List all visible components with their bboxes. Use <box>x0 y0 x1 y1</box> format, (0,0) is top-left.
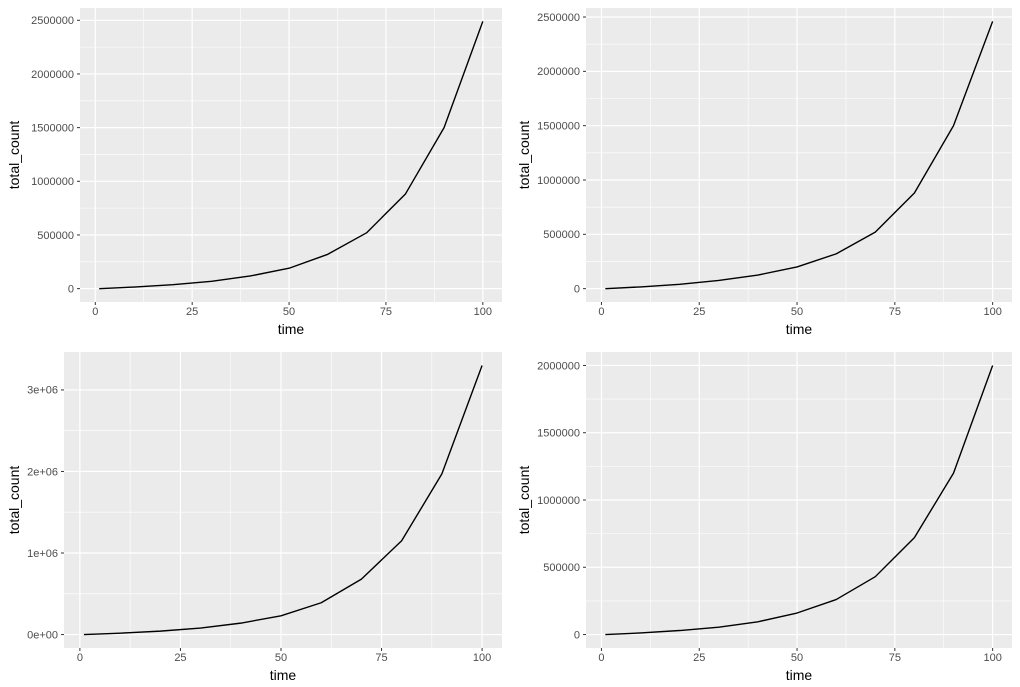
y-tick-label: 500000 <box>543 562 580 574</box>
y-tick-label: 2500000 <box>31 15 74 27</box>
x-axis-title: time <box>270 667 297 683</box>
y-tick-label: 0 <box>574 283 580 295</box>
x-tick-label: 0 <box>77 652 83 664</box>
y-tick-label: 1500000 <box>31 122 74 134</box>
x-tick-label: 0 <box>92 306 98 318</box>
y-tick-label: 1000000 <box>537 175 580 187</box>
x-tick-label: 75 <box>889 652 901 664</box>
y-axis-title: total_count <box>6 466 22 535</box>
x-tick-label: 75 <box>375 652 387 664</box>
y-tick-label: 2000000 <box>537 66 580 78</box>
plot-background <box>64 352 502 648</box>
x-axis-title: time <box>786 667 813 683</box>
x-axis-title: time <box>278 321 305 337</box>
y-axis-title: total_count <box>6 121 22 190</box>
y-tick-label: 500000 <box>37 230 74 242</box>
chart-panel-2: 0 25 50 75 100 0 500000 1000000 1500000 2000000 25… <box>516 8 1012 337</box>
series-line <box>605 21 994 290</box>
plot-background <box>586 8 1012 302</box>
y-tick-label: 1500000 <box>537 428 580 440</box>
x-tick-label: 100 <box>983 306 1001 318</box>
x-tick-label: 75 <box>380 306 392 318</box>
y-tick-label: 0 <box>68 283 74 295</box>
y-tick-label: 1500000 <box>537 120 580 132</box>
series-line <box>99 21 484 290</box>
x-tick-label: 75 <box>889 306 901 318</box>
y-tick-label: 2000000 <box>537 360 580 372</box>
x-tick-label: 50 <box>791 306 803 318</box>
x-tick-label: 25 <box>693 306 705 318</box>
chart-panel-4: 0 25 50 75 100 0 500000 1000000 1500000 2000000 ti… <box>516 352 1012 683</box>
y-tick-label: 500000 <box>543 229 580 241</box>
x-tick-label: 100 <box>474 306 492 318</box>
x-tick-label: 25 <box>174 652 186 664</box>
y-tick-label: 0 <box>574 629 580 641</box>
x-tick-label: 50 <box>275 652 287 664</box>
series-line <box>605 365 994 636</box>
y-axis-title: total_count <box>516 466 532 535</box>
x-tick-label: 100 <box>473 652 491 664</box>
x-tick-label: 100 <box>983 652 1001 664</box>
y-tick-label: 1000000 <box>537 495 580 507</box>
x-tick-label: 25 <box>186 306 198 318</box>
x-tick-label: 25 <box>693 652 705 664</box>
y-tick-label: 1e+06 <box>27 548 58 560</box>
y-tick-label: 0e+00 <box>27 629 58 641</box>
series-line <box>83 365 483 636</box>
x-tick-label: 0 <box>598 306 604 318</box>
y-tick-label: 2e+06 <box>27 466 58 478</box>
y-axis-title: total_count <box>516 121 532 190</box>
y-tick-label: 3e+06 <box>27 385 58 397</box>
x-tick-label: 50 <box>791 652 803 664</box>
chart-panel-3: 0 25 50 75 100 0e+00 1e+06 2e+06 3e+06 time total_… <box>6 352 502 683</box>
plot-background <box>80 8 502 302</box>
x-tick-label: 0 <box>598 652 604 664</box>
chart-panel-1: 0 25 50 75 100 0 500000 1000000 1500000 2000000 25… <box>6 8 502 337</box>
x-axis-title: time <box>786 321 813 337</box>
x-tick-label: 50 <box>283 306 295 318</box>
y-tick-label: 2000000 <box>31 69 74 81</box>
y-tick-label: 1000000 <box>31 176 74 188</box>
y-tick-label: 2500000 <box>537 12 580 24</box>
